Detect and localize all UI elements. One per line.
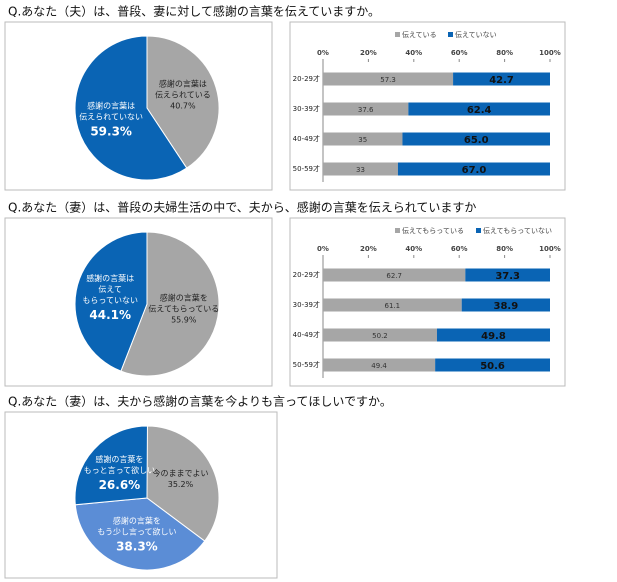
bar-segment: [453, 72, 550, 86]
slice-value-label: 35.2%: [168, 480, 194, 489]
x-tick-label: 80%: [496, 49, 513, 57]
bar-segment: [323, 298, 462, 312]
pie-slice: [74, 35, 188, 181]
bar-value-label: 57.3: [380, 76, 396, 84]
pie-slice: [74, 425, 148, 506]
slice-value-label: 59.3%: [90, 124, 132, 138]
pie-slice: [74, 231, 148, 372]
bar-value-label: 37.3: [495, 271, 520, 282]
slice-label: 伝えて: [98, 284, 122, 294]
x-tick-label: 100%: [539, 49, 561, 57]
bar-segment: [465, 268, 550, 282]
x-tick-label: 0%: [317, 245, 329, 253]
slice-value-label: 40.7%: [170, 102, 196, 111]
y-tick-label: 50-59才: [293, 164, 320, 173]
bar-segment: [402, 132, 550, 146]
slice-label: もらっていない: [82, 296, 138, 305]
bar-segment: [323, 102, 409, 116]
slice-label: 感謝の言葉を: [95, 454, 143, 464]
bar-value-label: 49.8: [481, 331, 506, 342]
x-tick-label: 40%: [405, 245, 422, 253]
pie-slice: [74, 497, 206, 571]
bar-segment: [323, 162, 398, 176]
slice-label: 伝えられている: [155, 90, 211, 100]
x-tick-label: 40%: [405, 49, 422, 57]
y-tick-label: 20-29才: [293, 74, 320, 83]
x-tick-label: 60%: [451, 245, 468, 253]
x-tick-label: 20%: [360, 245, 377, 253]
bar-value-label: 49.4: [371, 362, 387, 370]
bar-value-label: 33: [356, 166, 365, 174]
y-tick-label: 40-49才: [293, 330, 320, 339]
bar-value-label: 35: [358, 136, 367, 144]
slice-label: 感謝の言葉は: [86, 273, 134, 283]
slice-label: もっと言って欲しい: [84, 465, 156, 475]
slice-label: 伝えられていない: [79, 111, 143, 121]
y-tick-label: 40-49才: [293, 134, 320, 143]
chart-title: Q.あなた（妻）は、夫から感謝の言葉を今よりも言ってほしいですか。: [8, 394, 392, 409]
legend-label: 伝えてもらっていない: [483, 226, 552, 235]
bar-segment: [435, 358, 550, 372]
chart-title: Q.あなた（夫）は、普段、妻に対して感謝の言葉を伝えていますか。: [8, 4, 380, 19]
y-tick-label: 50-59才: [293, 360, 320, 369]
slice-label: 感謝の言葉を: [160, 292, 208, 302]
y-tick-label: 30-39才: [293, 300, 320, 309]
bar-segment: [323, 268, 466, 282]
bar-value-label: 65.0: [464, 135, 489, 146]
slice-label: 感謝の言葉を: [113, 516, 161, 526]
pie-slice: [120, 231, 220, 377]
legend-label: 伝えていない: [455, 30, 497, 39]
bar-value-label: 62.4: [467, 105, 492, 116]
bar-segment: [436, 328, 550, 342]
slice-value-label: 38.3%: [116, 540, 158, 554]
x-tick-label: 80%: [496, 245, 513, 253]
bar-value-label: 37.6: [358, 106, 374, 114]
slice-value-label: 55.9%: [171, 315, 197, 324]
slice-label: 感謝の言葉は: [159, 79, 207, 89]
legend-swatch: [448, 32, 453, 37]
bar-segment: [323, 358, 436, 372]
bar-value-label: 42.7: [489, 75, 514, 86]
y-tick-label: 20-29才: [293, 270, 320, 279]
slice-value-label: 26.6%: [99, 478, 141, 492]
legend-swatch: [476, 228, 481, 233]
slice-value-label: 44.1%: [89, 308, 131, 322]
bar-value-label: 62.7: [386, 272, 402, 280]
bar-segment: [323, 72, 454, 86]
legend-swatch: [395, 228, 400, 233]
bar-segment: [397, 162, 550, 176]
bar-segment: [323, 328, 437, 342]
slice-label: 感謝の言葉は: [87, 100, 135, 110]
slice-label: もう少し言って欲しい: [97, 527, 176, 537]
legend-swatch: [395, 32, 400, 37]
x-tick-label: 60%: [451, 49, 468, 57]
chart-title: Q.あなた（妻）は、普段の夫婦生活の中で、夫から、感謝の言葉を伝えられていますか: [8, 200, 476, 215]
bar-value-label: 50.6: [480, 361, 505, 372]
legend-label: 伝えてもらっている: [402, 226, 464, 235]
bar-value-label: 50.2: [372, 332, 388, 340]
bar-segment: [461, 298, 550, 312]
pie-slice: [146, 425, 220, 542]
bar-segment: [323, 132, 403, 146]
bar-segment: [408, 102, 550, 116]
bar-value-label: 38.9: [494, 301, 519, 312]
slice-label: 今のままでよい: [152, 468, 208, 478]
x-tick-label: 20%: [360, 49, 377, 57]
legend-label: 伝えている: [402, 30, 437, 39]
y-tick-label: 30-39才: [293, 104, 320, 113]
bar-value-label: 61.1: [385, 302, 401, 310]
x-tick-label: 100%: [539, 245, 561, 253]
bar-value-label: 67.0: [462, 165, 487, 176]
x-tick-label: 0%: [317, 49, 329, 57]
slice-label: 伝えてもらっている: [148, 303, 219, 313]
